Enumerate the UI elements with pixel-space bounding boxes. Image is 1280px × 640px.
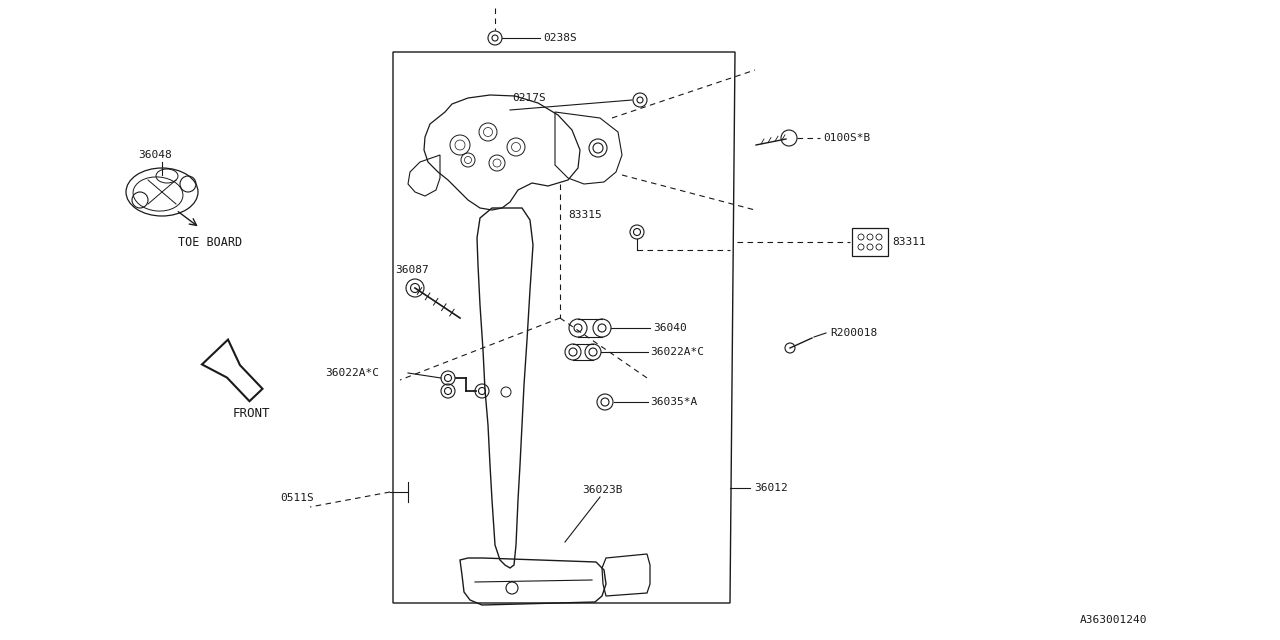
Text: 36023B: 36023B	[582, 485, 622, 495]
Text: 0238S: 0238S	[543, 33, 577, 43]
Text: 0217S: 0217S	[512, 93, 545, 103]
Text: 36022A*C: 36022A*C	[325, 368, 379, 378]
Text: 83311: 83311	[892, 237, 925, 247]
Text: FRONT: FRONT	[232, 406, 270, 419]
Text: 36048: 36048	[138, 150, 172, 160]
Text: 0100S*B: 0100S*B	[823, 133, 870, 143]
Text: 36022A*C: 36022A*C	[650, 347, 704, 357]
Text: R200018: R200018	[829, 328, 877, 338]
Text: 36040: 36040	[653, 323, 687, 333]
Text: 36087: 36087	[396, 265, 429, 275]
Text: 0511S: 0511S	[280, 493, 314, 503]
Text: TOE BOARD: TOE BOARD	[178, 236, 242, 248]
Text: 36012: 36012	[754, 483, 787, 493]
Text: 36035*A: 36035*A	[650, 397, 698, 407]
Text: 83315: 83315	[568, 210, 602, 220]
Text: A363001240: A363001240	[1080, 615, 1147, 625]
